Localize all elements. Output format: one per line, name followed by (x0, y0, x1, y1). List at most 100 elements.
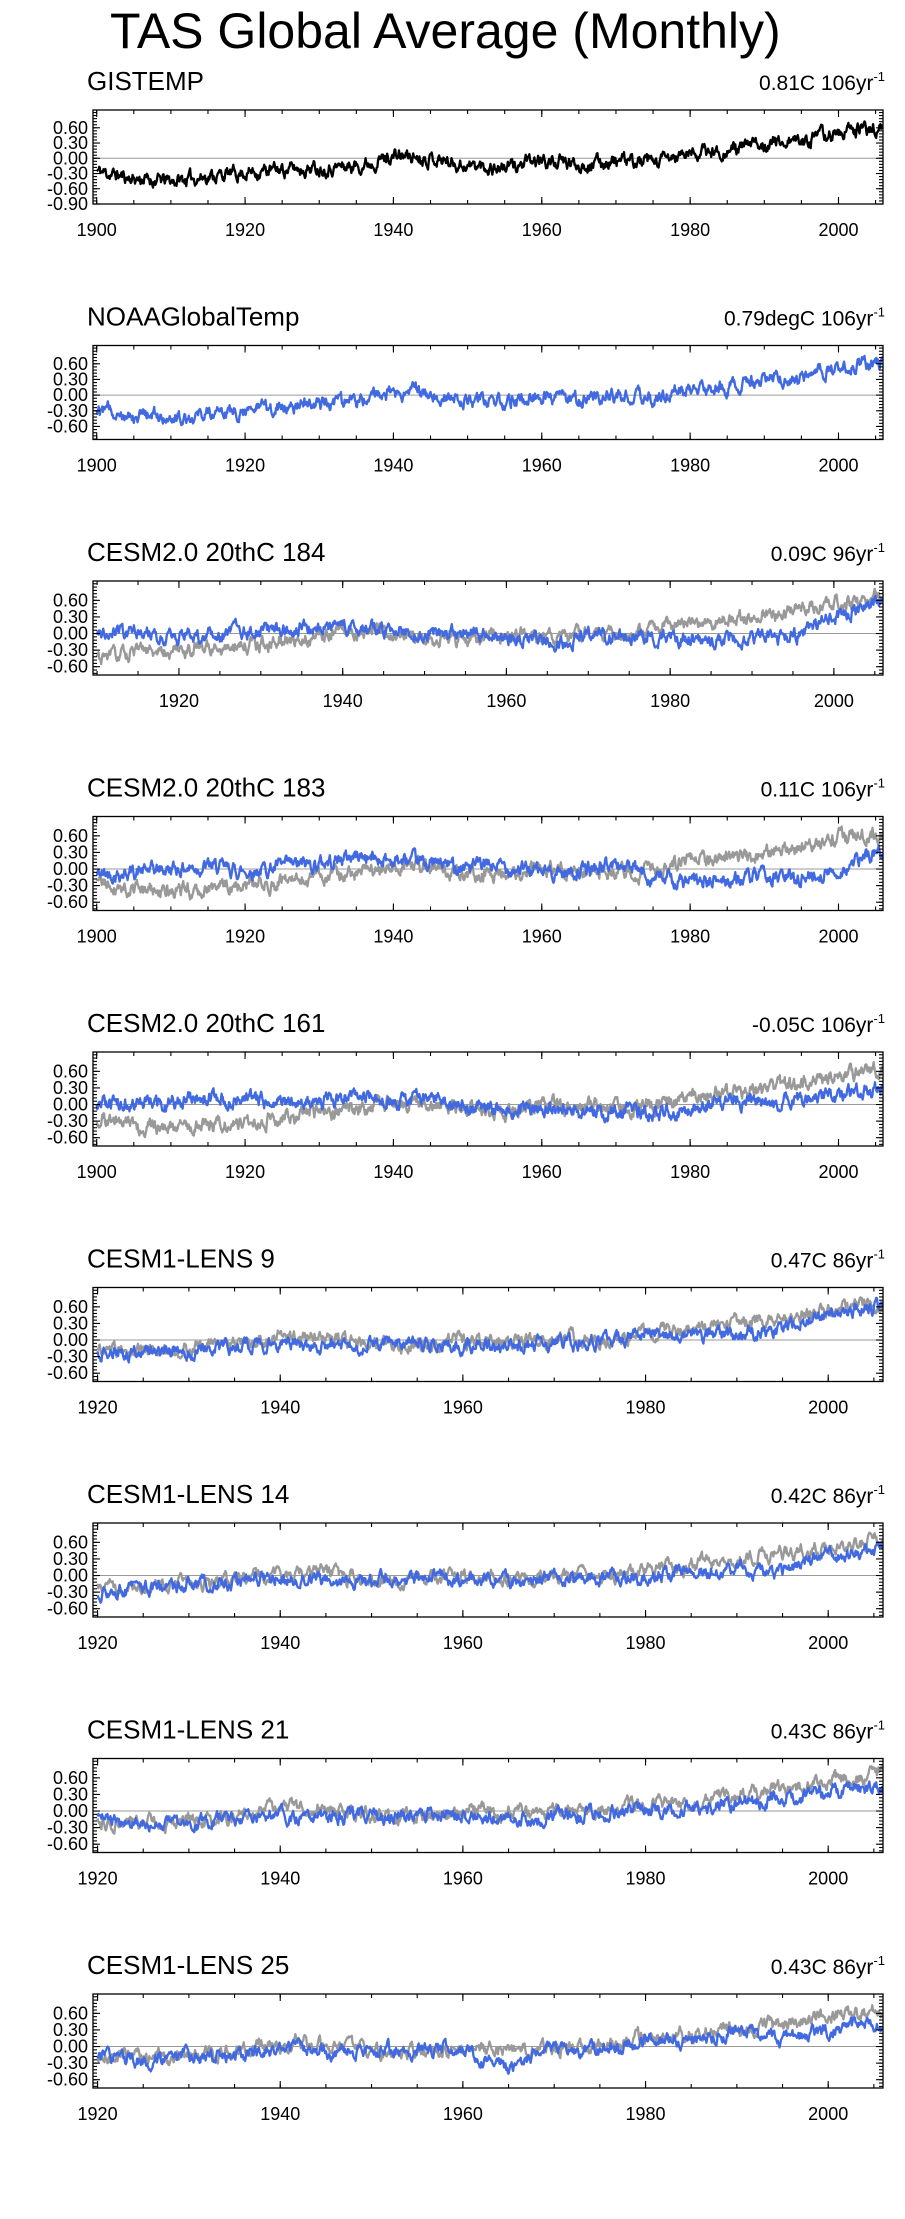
panel-4: CESM2.0 20thC 183 0.11C 106yr-1 -0.60-0.30… (47, 773, 885, 947)
panel-9: CESM1-LENS 25 0.43C 86yr-1-0.60-0.300.000… (47, 1950, 885, 2124)
y-tick-label: 0.60 (53, 1297, 88, 1317)
x-tick-label: 1960 (443, 1398, 483, 1418)
y-tick-label: -0.60 (47, 179, 88, 199)
x-tick-label: 1960 (443, 1633, 483, 1653)
series-line-2 (95, 844, 883, 891)
x-tick-label: 1980 (626, 2104, 666, 2124)
trend-label: 0.11C 106yr-1 (761, 776, 885, 802)
x-tick-label: 2000 (808, 1869, 848, 1889)
y-tick-label: 0.60 (53, 1768, 88, 1788)
x-tick-label: 1980 (650, 691, 690, 711)
panel-title: CESM2.0 20thC 161 (87, 1008, 325, 1038)
y-tick-label: -0.60 (47, 1599, 88, 1619)
y-tick-label: -0.60 (47, 657, 88, 677)
series-line-2 (96, 2016, 883, 2075)
y-tick-label: 0.30 (53, 1784, 88, 1804)
x-tick-label: 1940 (323, 691, 363, 711)
y-tick-label: 0.60 (53, 2003, 88, 2023)
trend-label: 0.42C 86yr-1 (771, 1482, 885, 1508)
y-tick-label: 0.00 (53, 859, 88, 879)
trend-label: 0.43C 86yr-1 (771, 1718, 885, 1744)
panel-title: GISTEMP (87, 66, 204, 96)
plot-frame (92, 1757, 884, 1854)
panel-title: CESM1-LENS 9 (87, 1244, 275, 1274)
series-line-1 (96, 120, 883, 189)
trend-exponent: -1 (873, 1718, 885, 1733)
series-line-2 (95, 594, 883, 653)
y-tick-label: -0.60 (47, 416, 88, 436)
x-tick-label: 1980 (626, 1633, 666, 1653)
plot-frame (92, 580, 884, 676)
y-tick-label: 0.00 (53, 1095, 88, 1115)
trend-exponent: -1 (873, 540, 885, 555)
x-tick-label: 1920 (159, 691, 199, 711)
series-line-1 (95, 825, 883, 901)
main-title: TAS Global Average (Monthly) (110, 3, 781, 59)
plot-frame (92, 109, 884, 205)
panel-3: CESM2.0 20thC 184 0.09C 96yr-1-0.60-0.300… (47, 537, 885, 711)
trend-exponent: -1 (873, 69, 885, 84)
x-tick-label: 1940 (260, 2104, 300, 2124)
panel-6: CESM1-LENS 9 0.47C 86yr-1-0.60-0.300.000.… (47, 1244, 885, 1418)
y-tick-label: 0.00 (53, 2037, 88, 2057)
x-tick-label: 2000 (814, 691, 854, 711)
y-tick-label: -0.60 (47, 1834, 88, 1854)
x-tick-label: 2000 (818, 1162, 858, 1182)
y-tick-label: 0.30 (53, 1313, 88, 1333)
y-tick-label: 0.00 (53, 148, 88, 168)
y-tick-label: -0.30 (47, 401, 88, 421)
trend-exponent: -1 (873, 1482, 885, 1497)
x-tick-label: 1940 (260, 1633, 300, 1653)
y-tick-label: 0.30 (53, 1549, 88, 1569)
trend-exponent: -1 (873, 1953, 885, 1968)
y-tick-label: -0.30 (47, 2053, 88, 2073)
x-tick-label: 1940 (260, 1398, 300, 1418)
series-line-1 (95, 587, 883, 666)
x-tick-label: 1980 (626, 1398, 666, 1418)
panel-title: CESM2.0 20thC 184 (87, 537, 325, 567)
panel-5: CESM2.0 20thC 161 -0.05C 106yr-1 -0.60-0.3… (47, 1008, 885, 1182)
x-tick-label: 1920 (225, 1162, 265, 1182)
y-tick-label: 0.60 (53, 1532, 88, 1552)
plot-frame (92, 1993, 884, 2089)
y-tick-label: -0.60 (47, 1363, 88, 1383)
y-tick-label: 0.30 (53, 1078, 88, 1098)
y-tick-label: 0.60 (53, 826, 88, 846)
panels: GISTEMP 0.81C 106yr-1-0.90-0.60-0.300.000… (47, 66, 885, 2124)
y-tick-label: 0.60 (53, 354, 88, 374)
x-tick-label: 2000 (808, 2104, 848, 2124)
trend-exponent: -1 (873, 776, 885, 791)
y-tick-label: -0.30 (47, 1111, 88, 1131)
x-tick-label: 1900 (77, 220, 117, 240)
x-tick-label: 1960 (522, 456, 562, 476)
x-tick-label: 1940 (260, 1869, 300, 1889)
x-tick-label: 1960 (522, 1162, 562, 1182)
x-tick-label: 1980 (670, 456, 710, 476)
trend-label: 0.81C 106yr-1 (759, 69, 885, 95)
x-tick-label: 1940 (373, 220, 413, 240)
y-tick-label: 0.00 (53, 1330, 88, 1350)
x-tick-label: 1960 (443, 1869, 483, 1889)
x-tick-label: 1980 (626, 1869, 666, 1889)
y-tick-label: 0.00 (53, 385, 88, 405)
y-tick-label: 0.30 (53, 607, 88, 627)
panel-title: CESM2.0 20thC 183 (87, 773, 325, 803)
trend-label: 0.09C 96yr-1 (771, 540, 885, 566)
y-tick-label: -0.60 (47, 2070, 88, 2090)
y-tick-label: 0.30 (53, 369, 88, 389)
plot-frame (92, 344, 884, 441)
panel-2: NOAAGlobalTemp 0.79degC 106yr-1 -0.60-0.30… (47, 302, 885, 476)
series-line-2 (96, 1780, 883, 1834)
x-tick-label: 1980 (670, 1162, 710, 1182)
panel-8: CESM1-LENS 21 0.43C 86yr-1-0.60-0.300.000… (47, 1715, 885, 1889)
y-tick-label: -0.90 (47, 194, 88, 214)
y-tick-label: -0.30 (47, 1347, 88, 1367)
y-tick-label: -0.30 (47, 876, 88, 896)
y-tick-label: -0.30 (47, 164, 88, 184)
series-line-1 (96, 1765, 883, 1835)
y-tick-label: 0.30 (53, 133, 88, 153)
x-tick-label: 1920 (225, 220, 265, 240)
x-tick-label: 1900 (77, 456, 117, 476)
x-tick-label: 1920 (78, 1398, 118, 1418)
